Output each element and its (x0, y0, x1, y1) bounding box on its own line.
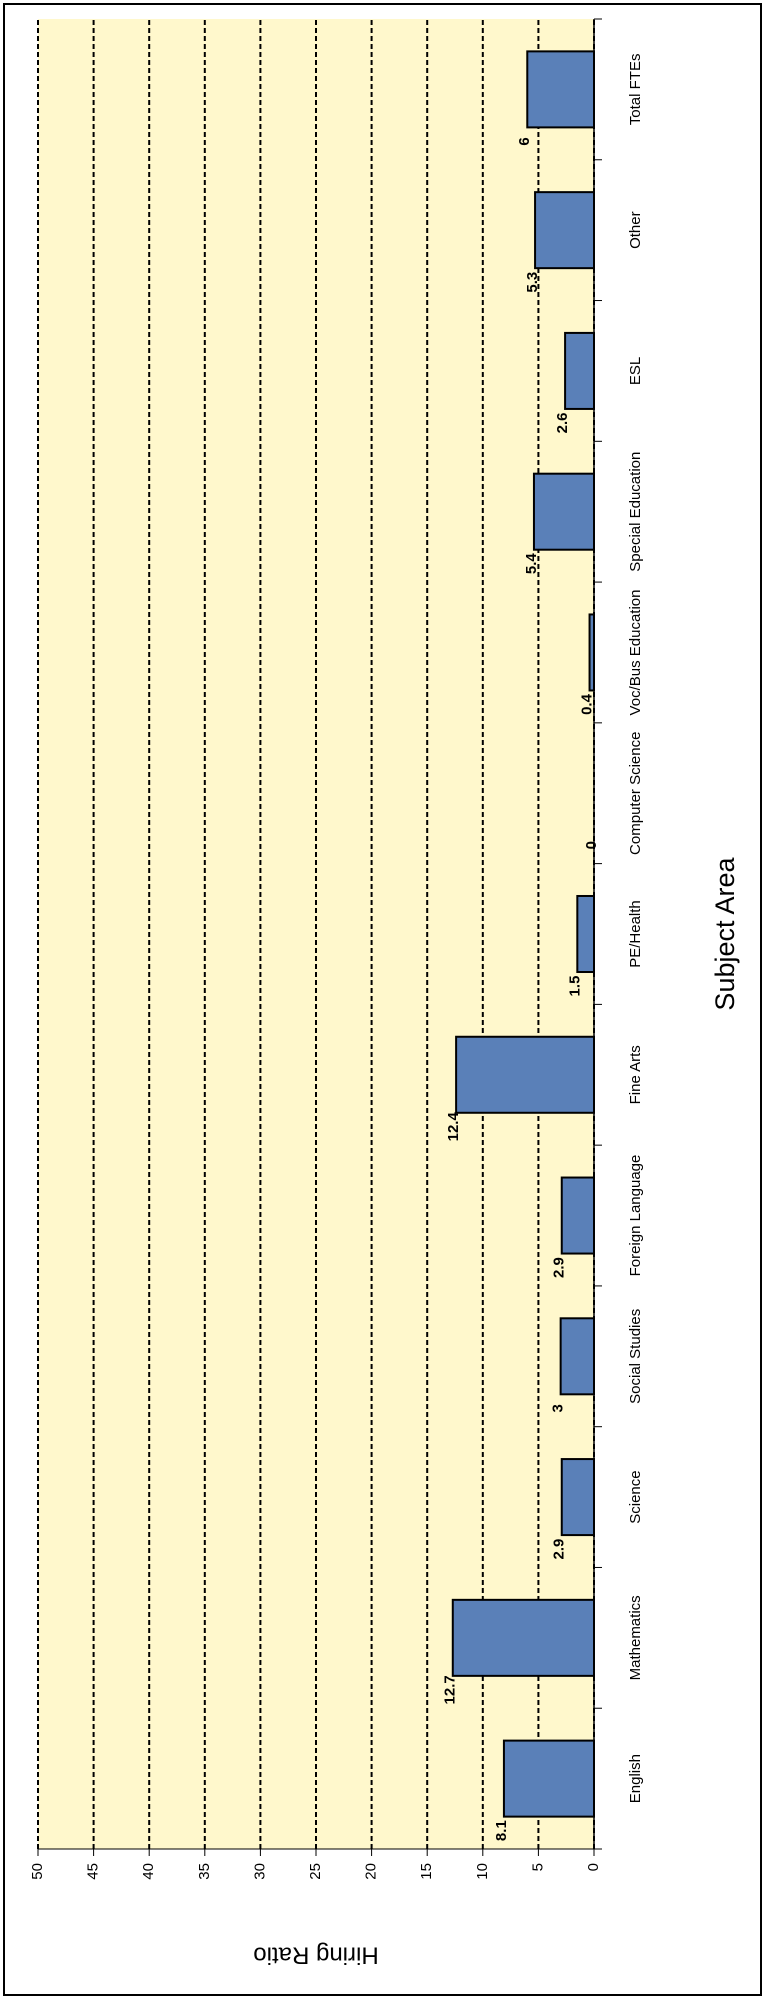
x-tick-label: English (627, 1754, 644, 1803)
y-tick-label: 0 (585, 1863, 602, 1871)
data-label: 2.6 (554, 413, 571, 434)
x-tick-label: Science (627, 1470, 644, 1523)
bar (560, 1176, 596, 1255)
bar (534, 191, 596, 270)
bar (576, 894, 596, 974)
bar (455, 1035, 595, 1114)
bar (526, 50, 596, 129)
data-label: 0.4 (579, 693, 596, 715)
x-tick-label: Voc/Bus Education (627, 590, 644, 716)
x-tick-label: Mathematics (627, 1595, 644, 1680)
data-label: 8.1 (493, 1820, 510, 1841)
rotated-chart: Subject Area Hiring Ratio 05101520253035… (29, 18, 740, 1969)
x-axis-title: Subject Area (710, 856, 740, 1010)
x-tick-label: Special Education (627, 452, 644, 572)
y-tick-label: 30 (251, 1863, 268, 1880)
x-tick-label: Foreign Language (627, 1155, 644, 1277)
data-label: 12.4 (445, 1112, 462, 1142)
bar (564, 331, 596, 410)
data-label: 6 (516, 137, 533, 145)
x-tick-label: Other (627, 211, 644, 249)
bar (560, 1458, 596, 1537)
bar (532, 472, 596, 551)
x-tick-label: Total FTEs (627, 54, 644, 126)
y-tick-label: 40 (140, 1863, 157, 1880)
x-tick-label: Fine Arts (627, 1045, 644, 1104)
y-tick-label: 5 (529, 1863, 546, 1871)
bar (451, 1598, 595, 1677)
data-label: 2.9 (551, 1257, 568, 1278)
data-label: 5.3 (524, 272, 541, 293)
x-tick-label: Computer Science (627, 732, 644, 855)
data-label: 12.7 (442, 1675, 459, 1704)
data-label: 5.4 (523, 553, 540, 575)
data-label: 3 (550, 1404, 567, 1412)
bar (559, 1317, 596, 1396)
x-tick-label: Social Studies (627, 1309, 644, 1404)
data-label: 0 (583, 841, 600, 849)
y-tick-label: 25 (307, 1863, 324, 1880)
bar (502, 1739, 596, 1818)
data-label: 2.9 (551, 1539, 568, 1560)
y-tick-label: 45 (85, 1863, 102, 1880)
y-tick-label: 15 (418, 1863, 435, 1880)
y-tick-label: 35 (196, 1863, 213, 1880)
x-tick-label: ESL (627, 357, 644, 385)
y-tick-label: 50 (29, 1863, 46, 1880)
x-tick-label: PE/Health (627, 900, 644, 968)
y-axis-title: Hiring Ratio (253, 1942, 378, 1969)
y-tick-label: 10 (474, 1863, 491, 1880)
data-label: 1.5 (566, 976, 583, 997)
y-tick-label: 20 (363, 1863, 380, 1880)
